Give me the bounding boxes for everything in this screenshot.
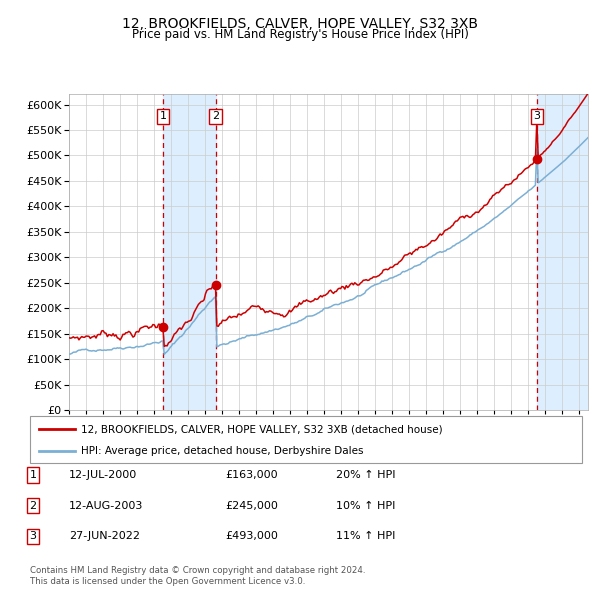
Text: 20% ↑ HPI: 20% ↑ HPI <box>336 470 395 480</box>
Text: 12, BROOKFIELDS, CALVER, HOPE VALLEY, S32 3XB (detached house): 12, BROOKFIELDS, CALVER, HOPE VALLEY, S3… <box>81 424 443 434</box>
Text: 11% ↑ HPI: 11% ↑ HPI <box>336 532 395 541</box>
Bar <box>163 94 215 410</box>
Text: 10% ↑ HPI: 10% ↑ HPI <box>336 501 395 510</box>
Text: 3: 3 <box>29 532 37 541</box>
Text: 12-AUG-2003: 12-AUG-2003 <box>69 501 143 510</box>
Text: Price paid vs. HM Land Registry's House Price Index (HPI): Price paid vs. HM Land Registry's House … <box>131 28 469 41</box>
Text: £493,000: £493,000 <box>225 532 278 541</box>
Text: £163,000: £163,000 <box>225 470 278 480</box>
Bar <box>537 94 588 410</box>
Text: 2: 2 <box>212 112 219 122</box>
Text: £245,000: £245,000 <box>225 501 278 510</box>
Text: 3: 3 <box>533 112 540 122</box>
Text: 1: 1 <box>29 470 37 480</box>
Text: 12-JUL-2000: 12-JUL-2000 <box>69 470 137 480</box>
Text: HPI: Average price, detached house, Derbyshire Dales: HPI: Average price, detached house, Derb… <box>81 447 364 456</box>
Text: 12, BROOKFIELDS, CALVER, HOPE VALLEY, S32 3XB: 12, BROOKFIELDS, CALVER, HOPE VALLEY, S3… <box>122 17 478 31</box>
Text: 1: 1 <box>160 112 167 122</box>
Text: This data is licensed under the Open Government Licence v3.0.: This data is licensed under the Open Gov… <box>30 577 305 586</box>
Text: 27-JUN-2022: 27-JUN-2022 <box>69 532 140 541</box>
Text: Contains HM Land Registry data © Crown copyright and database right 2024.: Contains HM Land Registry data © Crown c… <box>30 566 365 575</box>
Text: 2: 2 <box>29 501 37 510</box>
